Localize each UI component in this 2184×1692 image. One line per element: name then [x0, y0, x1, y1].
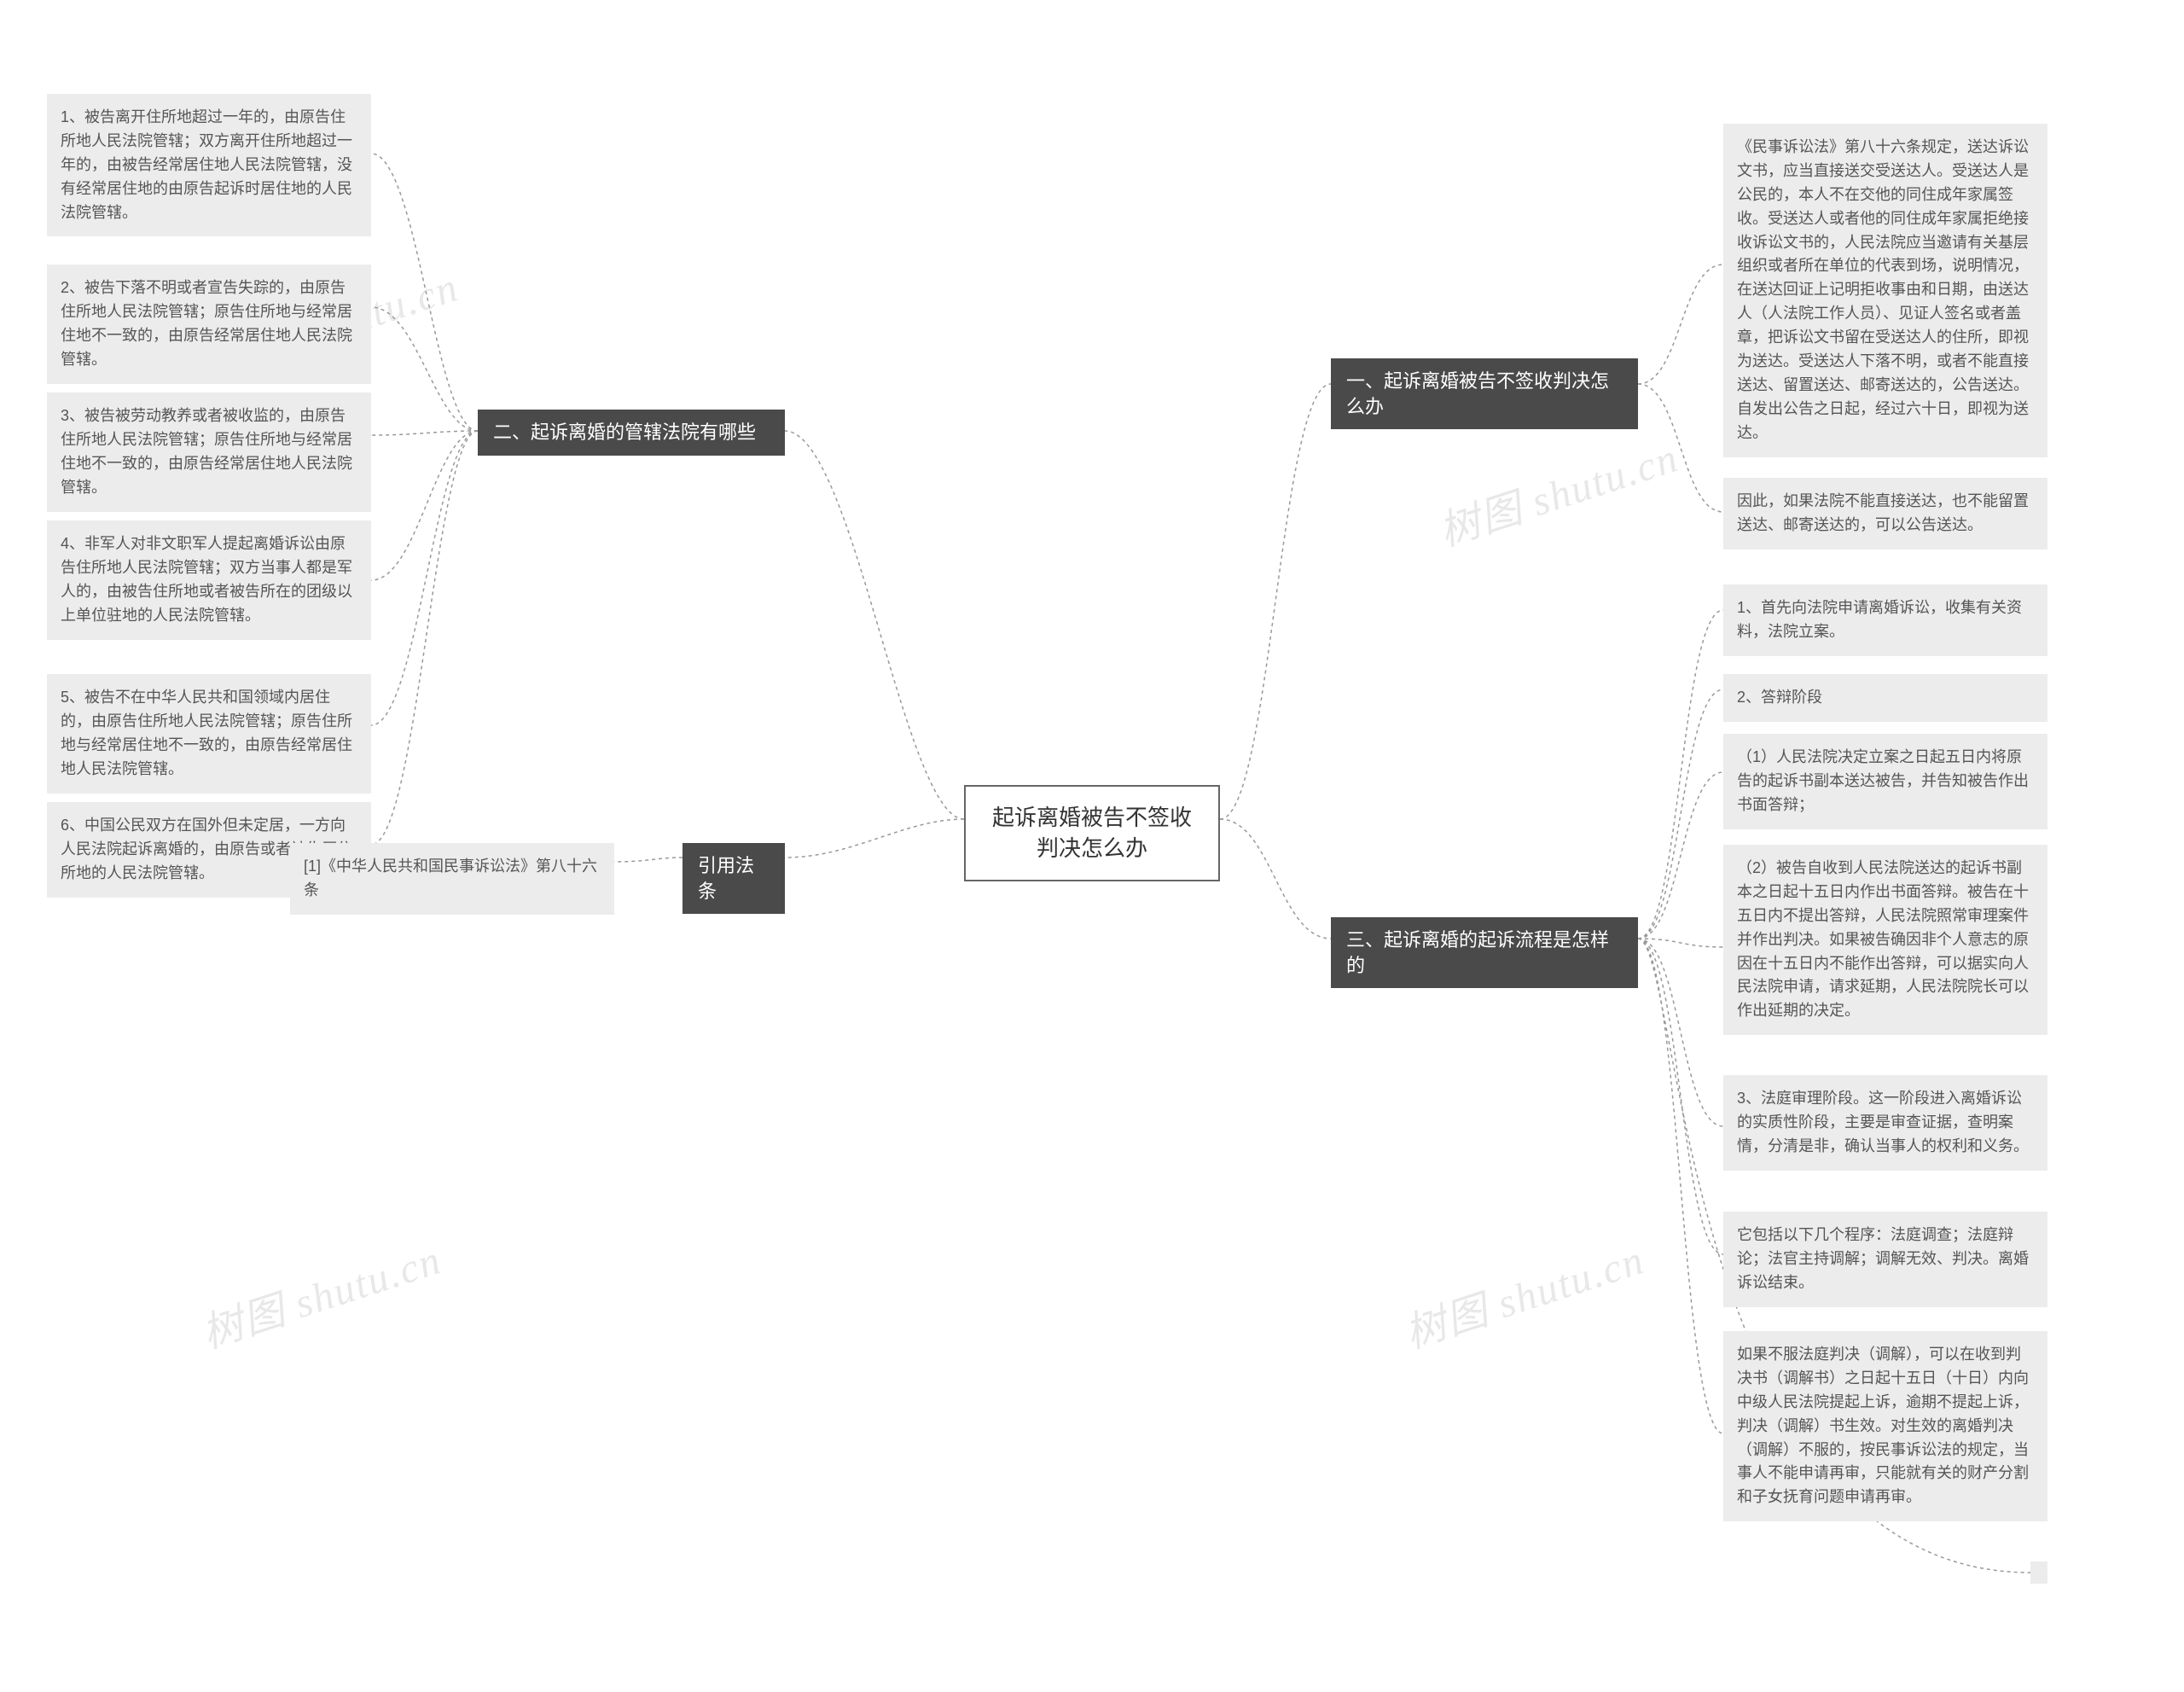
leaf-b3-2: （1）人民法院决定立案之日起五日内将原告的起诉书副本送达被告，并告知被告作出书面…	[1723, 734, 2048, 829]
leaf-b2-2: 3、被告被劳动教养或者被收监的，由原告住所地人民法院管辖；原告住所地与经常居住地…	[47, 392, 371, 512]
leaf-b3-0: 1、首先向法院申请离婚诉讼，收集有关资料，法院立案。	[1723, 584, 2048, 656]
branch-4: 引用法条	[682, 843, 785, 914]
mindmap-root: 起诉离婚被告不签收判决怎么办	[964, 785, 1220, 881]
branch-2: 二、起诉离婚的管辖法院有哪些	[478, 410, 785, 456]
leaf-b3-5: 它包括以下几个程序：法庭调查；法庭辩论；法官主持调解；调解无效、判决。离婚诉讼结…	[1723, 1212, 2048, 1307]
leaf-b3-4: 3、法庭审理阶段。这一阶段进入离婚诉讼的实质性阶段，主要是审查证据，查明案情，分…	[1723, 1075, 2048, 1171]
leaf-b1-0: 《民事诉讼法》第八十六条规定，送达诉讼文书，应当直接送交受送达人。受送达人是公民…	[1723, 124, 2048, 457]
leaf-b2-1: 2、被告下落不明或者宣告失踪的，由原告住所地人民法院管辖；原告住所地与经常居住地…	[47, 265, 371, 384]
leaf-b3-1: 2、答辩阶段	[1723, 674, 2048, 722]
branch-3: 三、起诉离婚的起诉流程是怎样的	[1331, 917, 1638, 988]
watermark: 树图 shutu.cn	[1430, 424, 1685, 558]
watermark: 树图 shutu.cn	[1396, 1226, 1651, 1360]
leaf-b1-1: 因此，如果法院不能直接送达，也不能留置送达、邮寄送达的，可以公告送达。	[1723, 478, 2048, 549]
leaf-b2-0: 1、被告离开住所地超过一年的，由原告住所地人民法院管辖；双方离开住所地超过一年的…	[47, 94, 371, 236]
watermark: 树图 shutu.cn	[193, 1226, 448, 1360]
leaf-b2-3: 4、非军人对非文职军人提起离婚诉讼由原告住所地人民法院管辖；双方当事人都是军人的…	[47, 520, 371, 640]
branch-1: 一、起诉离婚被告不签收判决怎么办	[1331, 358, 1638, 429]
leaf-b3-3: （2）被告自收到人民法院送达的起诉书副本之日起十五日内作出书面答辩。被告在十五日…	[1723, 845, 2048, 1035]
leaf-b3-7-empty	[2030, 1561, 2048, 1584]
leaf-b2-4: 5、被告不在中华人民共和国领域内居住的，由原告住所地人民法院管辖；原告住所地与经…	[47, 674, 371, 794]
leaf-b3-6: 如果不服法庭判决（调解），可以在收到判决书（调解书）之日起十五日（十日）内向中级…	[1723, 1331, 2048, 1521]
leaf-b4-0: [1]《中华人民共和国民事诉讼法》第八十六条	[290, 843, 614, 915]
